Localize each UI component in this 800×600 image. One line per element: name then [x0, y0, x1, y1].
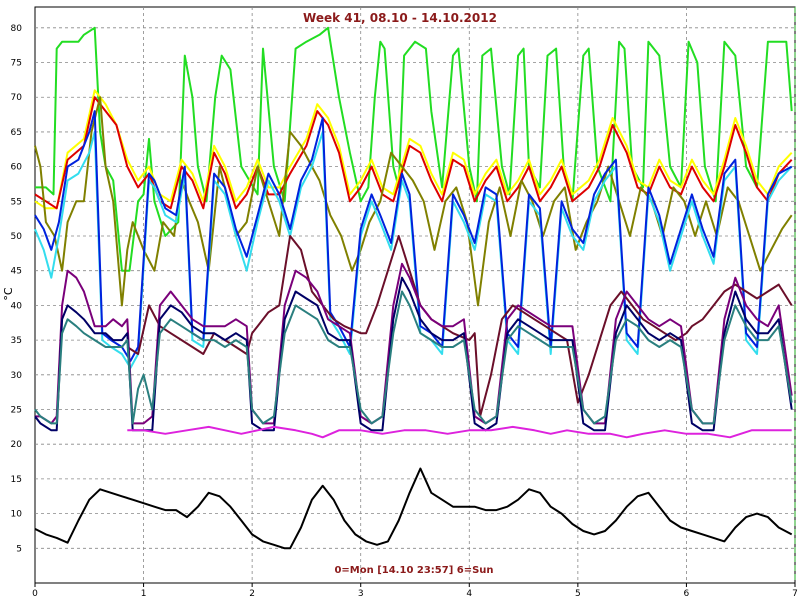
x-tick-label: 4	[466, 589, 472, 599]
y-tick-label: 15	[11, 475, 22, 485]
y-tick-label: 65	[11, 128, 22, 138]
series-line-2	[34, 96, 793, 210]
y-tick-label: 80	[11, 24, 23, 34]
y-tick-label: 50	[11, 232, 23, 242]
series-line-11	[34, 467, 793, 550]
y-tick-label: 70	[11, 93, 23, 103]
chart-title: Week 41, 08.10 - 14.10.2012	[303, 11, 497, 25]
y-tick-label: 10	[11, 510, 23, 520]
y-tick-label: 30	[11, 371, 23, 381]
y-tick-label: 5	[16, 544, 22, 554]
series-line-0	[35, 26, 793, 272]
y-tick-label: 25	[11, 406, 22, 416]
series-line-5	[34, 110, 793, 362]
y-tick-label: 35	[11, 336, 22, 346]
x-tick-label: 0	[32, 589, 38, 599]
series-line-10	[127, 425, 792, 439]
y-tick-label: 20	[11, 440, 23, 450]
series-group	[34, 26, 793, 550]
series-line-1	[34, 89, 793, 210]
plot-border	[34, 6, 796, 584]
y-tick-label: 40	[11, 301, 23, 311]
x-tick-label: 3	[358, 589, 364, 599]
x-tick-label: 7	[792, 589, 798, 599]
chart-footer: 0=Mon [14.10 23:57] 6=Sun	[334, 565, 493, 576]
y-tick-label: 60	[11, 163, 23, 173]
x-tick-label: 1	[141, 589, 147, 599]
y-tick-label: 45	[11, 267, 22, 277]
series-line-8	[34, 276, 793, 432]
plot-frame	[34, 6, 796, 584]
y-tick-label: 55	[11, 197, 22, 207]
series-line-6	[126, 235, 793, 418]
x-tick-label: 6	[684, 589, 690, 599]
series-line-7	[35, 262, 793, 425]
x-tick-label: 2	[249, 589, 255, 599]
y-tick-label: 75	[11, 59, 22, 69]
y-axis-label: °C	[2, 287, 15, 301]
series-line-9	[34, 290, 793, 425]
x-tick-label: 5	[575, 589, 581, 599]
gridlines	[34, 7, 796, 587]
